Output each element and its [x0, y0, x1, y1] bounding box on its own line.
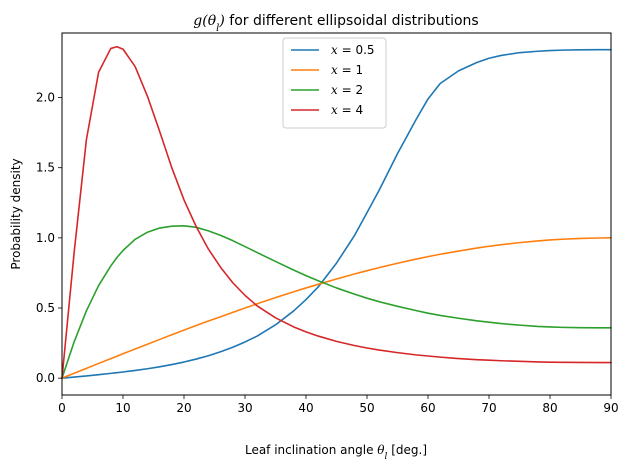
- legend: x = 0.5 x = 1 x = 2 x = 4: [282, 37, 387, 129]
- y-axis-label: Probability density: [9, 158, 23, 269]
- series-line-4: [61, 45, 612, 379]
- y-tick-label: 0.5: [36, 301, 55, 315]
- legend-label-4: x = 4: [331, 103, 363, 117]
- y-tick-label: 1.0: [36, 231, 55, 245]
- series-line-1: [61, 48, 612, 379]
- x-tick-label: 0: [58, 401, 66, 415]
- x-tick-label: 50: [359, 401, 374, 415]
- legend-label-2: x = 1: [331, 63, 363, 77]
- y-axis: 0.0 0.5 1.0 1.5 2.0: [36, 91, 62, 385]
- chart-title: g(θl) for different ellipsoidal distribu…: [193, 13, 478, 34]
- y-tick-label: 2.0: [36, 91, 55, 105]
- series-line-2: [61, 237, 612, 379]
- x-tick-label: 40: [298, 401, 313, 415]
- legend-box: [282, 37, 387, 129]
- legend-label-1: x = 0.5: [331, 43, 375, 57]
- x-tick-label: 60: [420, 401, 435, 415]
- x-axis-label: Leaf inclination angle θl [deg.]: [245, 443, 427, 462]
- x-tick-label: 20: [176, 401, 191, 415]
- x-tick-label: 90: [603, 401, 618, 415]
- legend-label-3: x = 2: [331, 83, 363, 97]
- x-tick-label: 30: [237, 401, 252, 415]
- x-tick-label: 80: [542, 401, 557, 415]
- y-tick-label: 0.0: [36, 371, 55, 385]
- plot-frame: [61, 32, 612, 396]
- series-line-3: [61, 224, 612, 379]
- x-tick-label: 70: [481, 401, 496, 415]
- y-tick-label: 1.5: [36, 161, 55, 175]
- x-axis: 0 10 20 30 40 50 60 70 80 90: [58, 395, 619, 415]
- x-tick-label: 10: [115, 401, 130, 415]
- series-layer: [61, 45, 612, 379]
